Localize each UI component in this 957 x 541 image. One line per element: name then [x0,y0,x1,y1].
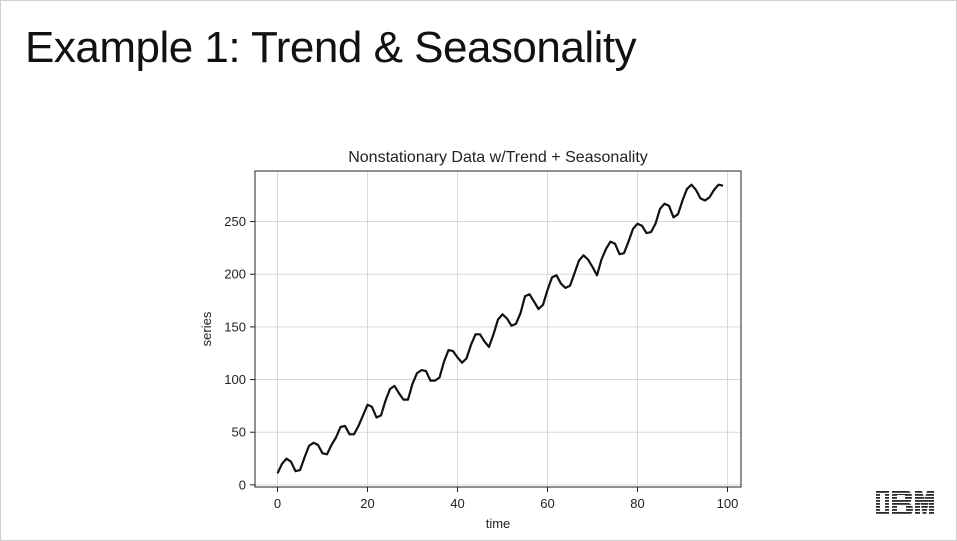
ibm-logo-mark [876,491,934,515]
x-tick-label: 20 [360,496,374,511]
grid-lines [255,171,741,487]
y-axis-label: series [199,311,214,346]
series-line [276,183,724,474]
ibm-logo [876,491,934,515]
series-layer [276,183,724,474]
x-tick-label: 100 [717,496,739,511]
x-tick-label: 60 [540,496,554,511]
x-tick-label: 40 [450,496,464,511]
y-tick-label: 150 [224,319,246,334]
slide-title: Example 1: Trend & Seasonality [25,23,637,72]
y-axis-ticks: 0 50 100 150 200 250 [224,214,255,492]
x-axis-ticks: 0 20 40 60 80 100 [274,487,738,511]
chart-title: Nonstationary Data w/Trend + Seasonality [348,149,648,166]
x-tick-label: 0 [274,496,281,511]
y-tick-label: 200 [224,267,246,282]
y-tick-label: 250 [224,214,246,229]
y-tick-label: 50 [232,425,246,440]
y-tick-label: 0 [239,477,246,492]
x-tick-label: 80 [630,496,644,511]
plot-frame [254,170,742,488]
y-tick-label: 100 [224,372,246,387]
x-axis-label: time [486,516,511,531]
line-chart: Nonstationary Data w/Trend + Seasonality… [199,149,742,531]
